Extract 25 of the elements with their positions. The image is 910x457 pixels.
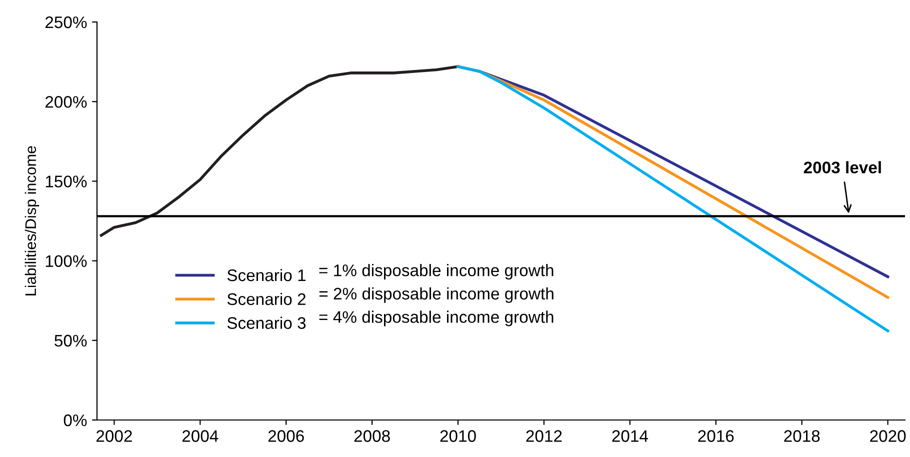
annotation: = 4% disposable income growth xyxy=(319,310,554,326)
y-tick-label: 250% xyxy=(45,16,87,28)
x-tick-label: 2002 xyxy=(96,430,132,442)
y-tick-label: 50% xyxy=(54,334,87,347)
x-tick-label: 2008 xyxy=(354,430,390,442)
legend-label: Scenario 1 xyxy=(227,268,306,282)
y-tick-label: 150% xyxy=(46,176,87,188)
line-series xyxy=(100,65,460,237)
x-tick-label: 2012 xyxy=(526,430,562,442)
annotation: = 2% disposable income growth xyxy=(319,287,554,303)
x-tick-label: 2016 xyxy=(698,430,734,442)
annotation: 2003 level xyxy=(804,161,881,174)
y-tick-label: 200% xyxy=(45,96,87,108)
legend-label: Scenario 3 xyxy=(227,316,306,329)
x-tick-label: 2010 xyxy=(440,430,476,442)
y-axis-title: Liabilities/Disp income xyxy=(24,146,40,296)
legend-label: Scenario 2 xyxy=(227,292,306,306)
y-tick-label: 100% xyxy=(46,255,87,268)
x-tick-label: 2006 xyxy=(268,430,304,442)
x-tick-label: 2020 xyxy=(870,430,906,442)
x-tick-label: 2004 xyxy=(182,430,218,442)
annotation: = 1% disposable income growth xyxy=(319,264,554,280)
x-tick-label: 2014 xyxy=(612,430,648,442)
x-tick-label: 2018 xyxy=(784,430,820,442)
y-tick-label: 0% xyxy=(64,414,87,426)
